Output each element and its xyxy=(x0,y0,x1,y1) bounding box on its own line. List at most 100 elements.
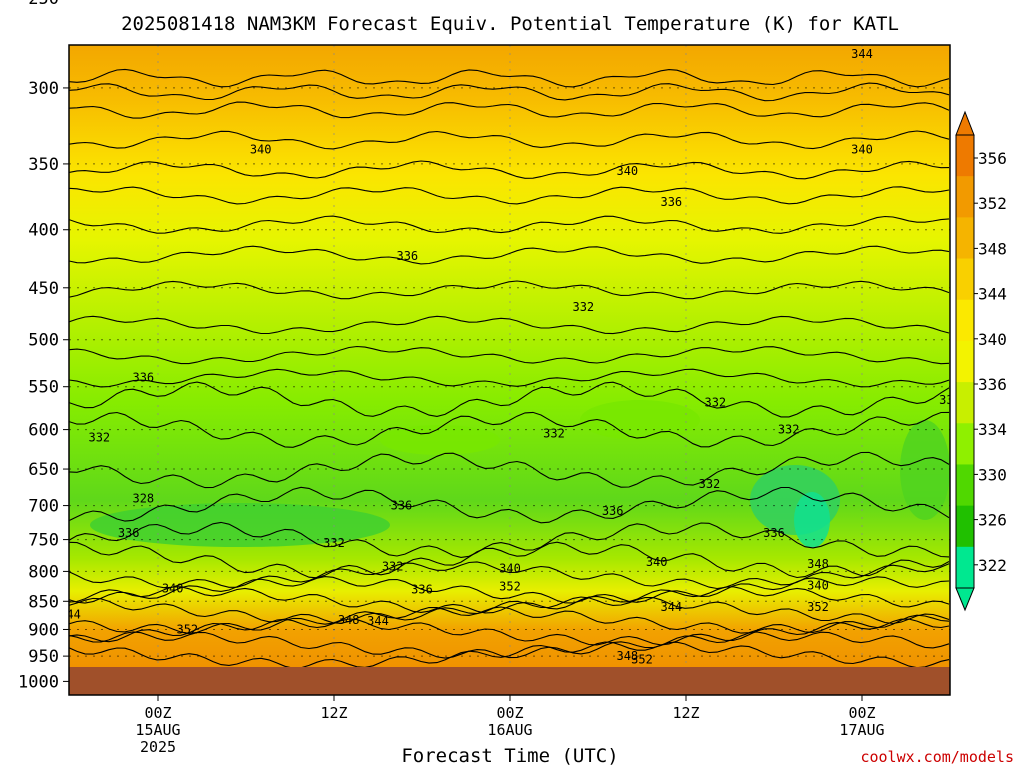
colorbar-swatch xyxy=(956,258,974,301)
x-tick-label: 00Z xyxy=(144,704,171,722)
contour-label: 340 xyxy=(250,143,272,157)
contour-line xyxy=(69,68,950,88)
contour-lines xyxy=(69,68,950,669)
contour-label: 336 xyxy=(391,499,413,513)
contour-line xyxy=(69,411,950,448)
contour-line xyxy=(69,245,950,265)
contour-label: 348 xyxy=(616,649,638,663)
x-tick-label: 12Z xyxy=(320,704,347,722)
colorbar-swatch xyxy=(956,217,974,260)
contour-label: 344 xyxy=(660,600,682,614)
y-tick-label: 650 xyxy=(28,460,59,480)
colorbar-frame xyxy=(955,134,975,589)
colorbar-label: 336 xyxy=(978,375,1007,394)
colorbar-label: 352 xyxy=(978,194,1007,213)
contour-labels: 348 348 348 344 340 340 340 336 336 332 336 332 336 3… xyxy=(69,47,961,667)
contour-line xyxy=(69,215,950,234)
contour-label: 336 xyxy=(660,195,682,209)
y-tick-label: 750 xyxy=(28,531,59,551)
contour-label: 336 xyxy=(939,393,961,407)
colorbar: 356 352 348 344 340 336 334 330 326 322 xyxy=(955,110,1007,612)
contour-label: 352 xyxy=(631,653,653,667)
contour-label: 340 xyxy=(499,561,521,575)
contour-label: 336 xyxy=(396,249,418,263)
contour-line xyxy=(69,130,950,150)
y-tick-label: 800 xyxy=(28,562,59,582)
contour-line xyxy=(69,586,950,614)
low-theta-e-core xyxy=(900,420,950,520)
contour-label: 340 xyxy=(162,581,184,595)
y-tick-label: 250 xyxy=(28,0,59,9)
y-tick-label: 400 xyxy=(28,221,59,241)
colorbar-swatch xyxy=(956,340,974,383)
contour-line xyxy=(69,368,950,388)
contour-label: 332 xyxy=(88,431,110,445)
contour-label: 332 xyxy=(572,300,594,314)
contour-line xyxy=(69,521,950,558)
contour-line xyxy=(69,631,950,659)
contour-label: 352 xyxy=(499,580,521,594)
contour-label: 332 xyxy=(704,396,726,410)
y-tick-label: 850 xyxy=(28,592,59,612)
colorbar-swatch xyxy=(956,382,974,424)
low-theta-e-core xyxy=(90,503,390,547)
contour-label: 336 xyxy=(411,583,433,597)
x-axis-label: Forecast Time (UTC) xyxy=(401,745,618,767)
theta-e-field xyxy=(69,45,950,695)
chart-title: 2025081418 NAM3KM Forecast Equiv. Potent… xyxy=(121,13,899,35)
contour-line xyxy=(69,641,950,669)
contour-label: 332 xyxy=(699,477,721,491)
contour-line xyxy=(69,280,950,300)
contour-label: 336 xyxy=(132,371,154,385)
y-tick-label: 300 xyxy=(28,79,59,99)
y-tick-label: 700 xyxy=(28,497,59,517)
credit-link[interactable]: coolwx.com/models xyxy=(860,748,1014,766)
contour-line xyxy=(69,381,950,418)
contour-line xyxy=(69,101,950,119)
colorbar-bottom-arrow xyxy=(955,587,975,612)
contour-line xyxy=(69,451,950,489)
y-axis: 250 300 350 400 450 500 550 600 650 700 750 800 850 9… xyxy=(18,0,69,692)
contour-label: 348 xyxy=(338,613,360,627)
y-tick-label: 450 xyxy=(28,279,59,299)
colorbar-swatch xyxy=(956,135,974,177)
x-tick-label: 17AUG xyxy=(839,721,884,739)
contour-label: 340 xyxy=(807,578,829,592)
colorbar-label: 356 xyxy=(978,149,1007,168)
contour-line xyxy=(69,576,950,604)
below-ground-mask xyxy=(69,667,950,695)
contour-label: 340 xyxy=(616,164,638,178)
x-tick-label: 16AUG xyxy=(487,721,532,739)
contour-line xyxy=(69,606,950,634)
contour-label: 336 xyxy=(602,504,624,518)
y-tick-label: 600 xyxy=(28,421,59,441)
contour-line xyxy=(69,186,950,205)
contour-label: 340 xyxy=(851,143,873,157)
contour-label: 332 xyxy=(382,559,404,573)
y-tick-label: 950 xyxy=(28,647,59,667)
contour-line xyxy=(69,541,950,579)
contour-line xyxy=(69,486,950,524)
plot-area: 348 348 348 344 340 340 340 336 336 332 336 332 336 3… xyxy=(69,45,961,695)
contour-line xyxy=(69,345,950,365)
colorbar-top-arrow xyxy=(955,110,975,136)
x-tick-label: 00Z xyxy=(496,704,523,722)
contour-label: 344 xyxy=(367,614,389,628)
contour-label: 336 xyxy=(118,526,140,540)
y-tick-label: 1000 xyxy=(18,672,59,692)
contour-label: 328 xyxy=(132,491,154,505)
colorbar-label: 334 xyxy=(978,420,1007,439)
y-tick-label: 350 xyxy=(28,155,59,175)
colorbar-label: 340 xyxy=(978,330,1007,349)
y-tick-label: 500 xyxy=(28,331,59,351)
contour-label: 340 xyxy=(646,555,668,569)
contour-label: 336 xyxy=(763,526,785,540)
contour-label: 332 xyxy=(323,536,345,550)
colorbar-swatch xyxy=(956,546,974,589)
colorbar-label: 330 xyxy=(978,465,1007,484)
x-tick-label: 2025 xyxy=(140,738,176,756)
colorbar-swatch xyxy=(956,299,974,342)
colorbar-label: 348 xyxy=(978,239,1007,258)
contour-line xyxy=(69,315,950,335)
low-theta-e-core xyxy=(380,425,500,455)
